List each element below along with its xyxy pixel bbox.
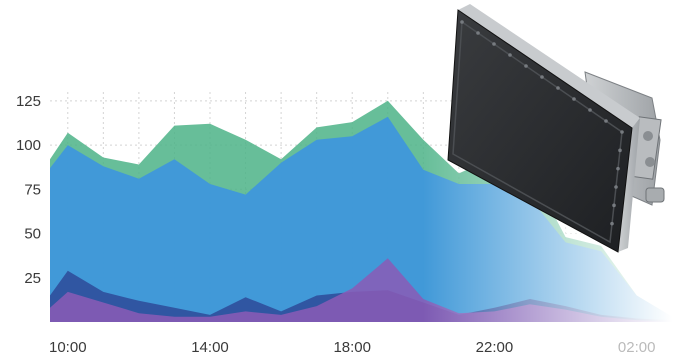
y-tick-label: 75	[24, 181, 41, 198]
screw-icon	[614, 185, 618, 189]
screw-icon	[616, 166, 620, 171]
axis-labels: 25 50 75 100 125 10:00 14:00 18:00 22:00 02:00	[16, 93, 655, 356]
screw-icon	[492, 42, 496, 46]
screw-icon	[524, 64, 528, 68]
screw-icon	[508, 53, 512, 57]
screw-icon	[588, 108, 592, 112]
x-tick-label: 18:00	[333, 339, 371, 356]
y-tick-label: 100	[16, 137, 41, 154]
screw-icon	[620, 130, 624, 134]
x-tick-label: 10:00	[49, 339, 87, 356]
screw-icon	[572, 97, 576, 101]
screw-icon	[556, 86, 560, 90]
x-tick-label: 14:00	[191, 339, 229, 356]
screw-icon	[604, 119, 608, 123]
screw-icon	[610, 221, 614, 226]
x-tick-label: 02:00	[618, 339, 656, 356]
y-tick-label: 50	[24, 226, 41, 243]
screw-icon	[612, 203, 616, 208]
screw-icon	[476, 31, 480, 35]
screw-icon	[460, 20, 464, 24]
y-tick-label: 25	[24, 270, 41, 287]
industrial-enclosure-device-icon	[447, 4, 665, 253]
screw-icon	[618, 148, 622, 153]
screw-icon	[540, 75, 544, 79]
y-tick-label: 125	[16, 93, 41, 110]
x-tick-label: 22:00	[476, 339, 514, 356]
